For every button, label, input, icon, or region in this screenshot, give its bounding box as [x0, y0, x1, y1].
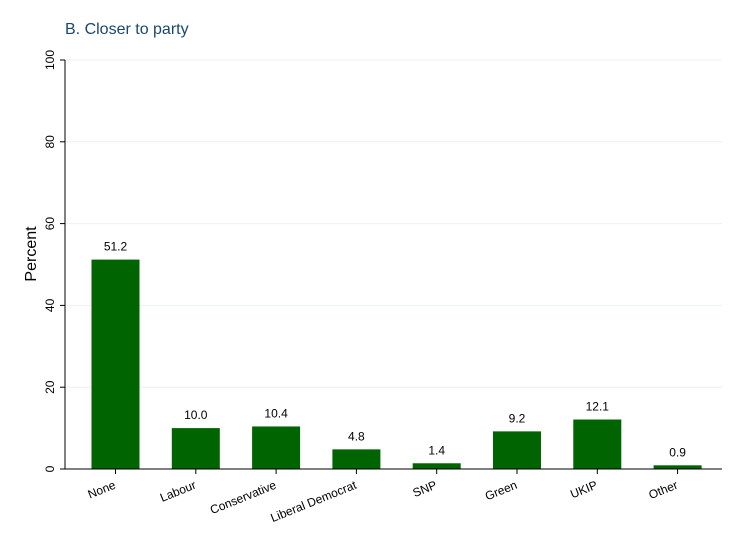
- bar: [91, 259, 140, 469]
- bar: [332, 449, 381, 469]
- bar-value-label: 4.8: [348, 429, 365, 443]
- y-tick-label: 0: [43, 465, 57, 472]
- bar-value-label: 10.0: [184, 408, 208, 422]
- y-tick-label: 40: [43, 298, 57, 312]
- bar: [171, 428, 220, 469]
- bar-value-label: 10.4: [264, 406, 288, 420]
- x-tick-label: None: [86, 478, 118, 502]
- bar-value-label: 1.4: [428, 443, 445, 457]
- y-axis-title: Percent: [23, 226, 40, 282]
- bar-value-label: 0.9: [669, 445, 686, 459]
- bar-value-label: 9.2: [509, 411, 526, 425]
- y-tick-label: 80: [43, 135, 57, 149]
- bar-value-label: 51.2: [104, 240, 128, 254]
- chart-title: B. Closer to party: [65, 21, 189, 38]
- x-tick-label: Liberal Democrat: [269, 478, 360, 525]
- x-tick-label: SNP: [411, 478, 439, 500]
- bar: [252, 426, 301, 469]
- y-tick-label: 20: [43, 380, 57, 394]
- x-tick-label: Green: [483, 478, 519, 503]
- bar: [653, 465, 702, 469]
- bar: [573, 419, 622, 469]
- x-tick-label: UKIP: [568, 478, 599, 501]
- y-tick-label: 60: [43, 217, 57, 231]
- bar-value-label: 12.1: [586, 400, 610, 414]
- x-tick-label: Labour: [158, 478, 198, 505]
- bar: [412, 463, 461, 469]
- bar: [493, 431, 541, 469]
- y-tick-label: 100: [43, 50, 57, 70]
- x-tick-label: Conservative: [208, 478, 278, 517]
- x-tick-label: Other: [647, 478, 680, 502]
